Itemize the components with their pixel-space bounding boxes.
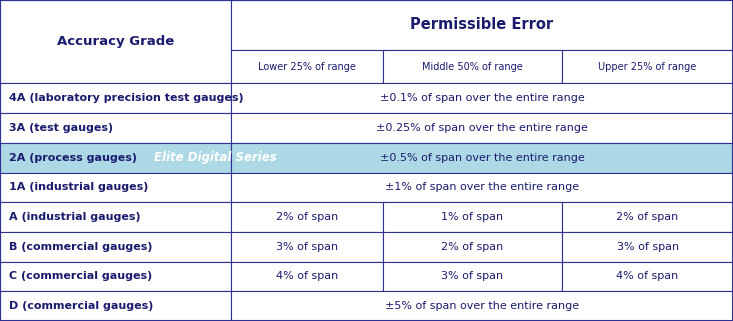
Bar — [231, 262, 383, 291]
Bar — [0, 113, 231, 143]
Text: ±0.25% of span over the entire range: ±0.25% of span over the entire range — [376, 123, 588, 133]
Bar — [0, 232, 231, 262]
Bar — [231, 143, 733, 173]
Bar — [383, 232, 562, 262]
Text: ±5% of span over the entire range: ±5% of span over the entire range — [385, 301, 579, 311]
Bar — [0, 262, 231, 291]
Text: A (industrial gauges): A (industrial gauges) — [9, 212, 141, 222]
Bar — [231, 0, 733, 50]
Bar — [0, 0, 231, 83]
Text: 1% of span: 1% of span — [441, 212, 504, 222]
Text: 1A (industrial gauges): 1A (industrial gauges) — [9, 182, 148, 192]
Bar — [562, 50, 733, 83]
Text: 4A (laboratory precision test gauges): 4A (laboratory precision test gauges) — [9, 93, 243, 103]
Text: 3% of span: 3% of span — [616, 242, 679, 252]
Bar — [231, 291, 733, 321]
Text: ±0.5% of span over the entire range: ±0.5% of span over the entire range — [380, 153, 584, 163]
Bar — [0, 291, 231, 321]
Text: Accuracy Grade: Accuracy Grade — [57, 35, 174, 48]
Bar — [562, 202, 733, 232]
Bar — [0, 143, 231, 173]
Bar — [231, 232, 383, 262]
Text: 2A (process gauges): 2A (process gauges) — [9, 153, 137, 163]
Text: 3% of span: 3% of span — [276, 242, 338, 252]
Text: Elite Digital Series: Elite Digital Series — [154, 151, 276, 164]
Bar — [562, 262, 733, 291]
Text: 2% of span: 2% of span — [276, 212, 338, 222]
Bar — [562, 232, 733, 262]
Bar — [383, 202, 562, 232]
Bar — [0, 202, 231, 232]
Bar — [383, 262, 562, 291]
Bar — [383, 50, 562, 83]
Text: 2% of span: 2% of span — [616, 212, 679, 222]
Bar — [231, 83, 733, 113]
Text: Permissible Error: Permissible Error — [410, 17, 553, 32]
Text: B (commercial gauges): B (commercial gauges) — [9, 242, 152, 252]
Text: ±1% of span over the entire range: ±1% of span over the entire range — [385, 182, 579, 192]
Bar — [0, 83, 231, 113]
Text: 4% of span: 4% of span — [616, 272, 679, 282]
Text: Lower 25% of range: Lower 25% of range — [258, 62, 356, 72]
Text: Middle 50% of range: Middle 50% of range — [422, 62, 523, 72]
Bar — [231, 202, 383, 232]
Text: Upper 25% of range: Upper 25% of range — [598, 62, 697, 72]
Bar — [231, 113, 733, 143]
Text: D (commercial gauges): D (commercial gauges) — [9, 301, 153, 311]
Text: C (commercial gauges): C (commercial gauges) — [9, 272, 152, 282]
Text: ±0.1% of span over the entire range: ±0.1% of span over the entire range — [380, 93, 584, 103]
Bar — [231, 173, 733, 202]
Bar — [0, 173, 231, 202]
Text: 3% of span: 3% of span — [441, 272, 504, 282]
Text: 2% of span: 2% of span — [441, 242, 504, 252]
Text: 4% of span: 4% of span — [276, 272, 338, 282]
Text: 3A (test gauges): 3A (test gauges) — [9, 123, 113, 133]
Bar — [231, 50, 383, 83]
